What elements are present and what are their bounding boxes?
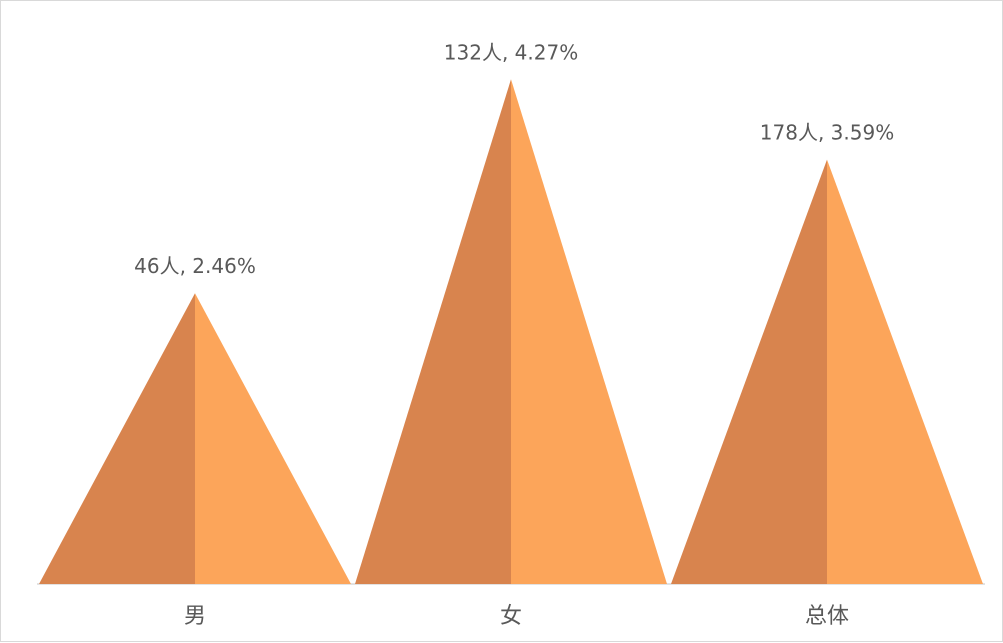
pyramid-bar: [355, 79, 667, 584]
data-label: 132人, 4.27%: [444, 40, 578, 64]
category-label: 男: [184, 604, 206, 629]
category-label: 女: [500, 604, 522, 629]
pyramid-bar-right-face: [195, 293, 351, 584]
data-label: 46人, 2.46%: [134, 254, 256, 278]
pyramid-bar-right-face: [827, 159, 983, 585]
pyramid-bar: [39, 293, 351, 584]
pyramid-bar: [671, 159, 983, 585]
pyramid-bar-left-face: [355, 79, 511, 584]
pyramid-bar-right-face: [511, 79, 667, 584]
data-label: 178人, 3.59%: [760, 121, 894, 145]
pyramid-bar-left-face: [671, 159, 827, 585]
pyramid-bar-left-face: [39, 293, 195, 584]
category-label: 总体: [805, 604, 849, 629]
